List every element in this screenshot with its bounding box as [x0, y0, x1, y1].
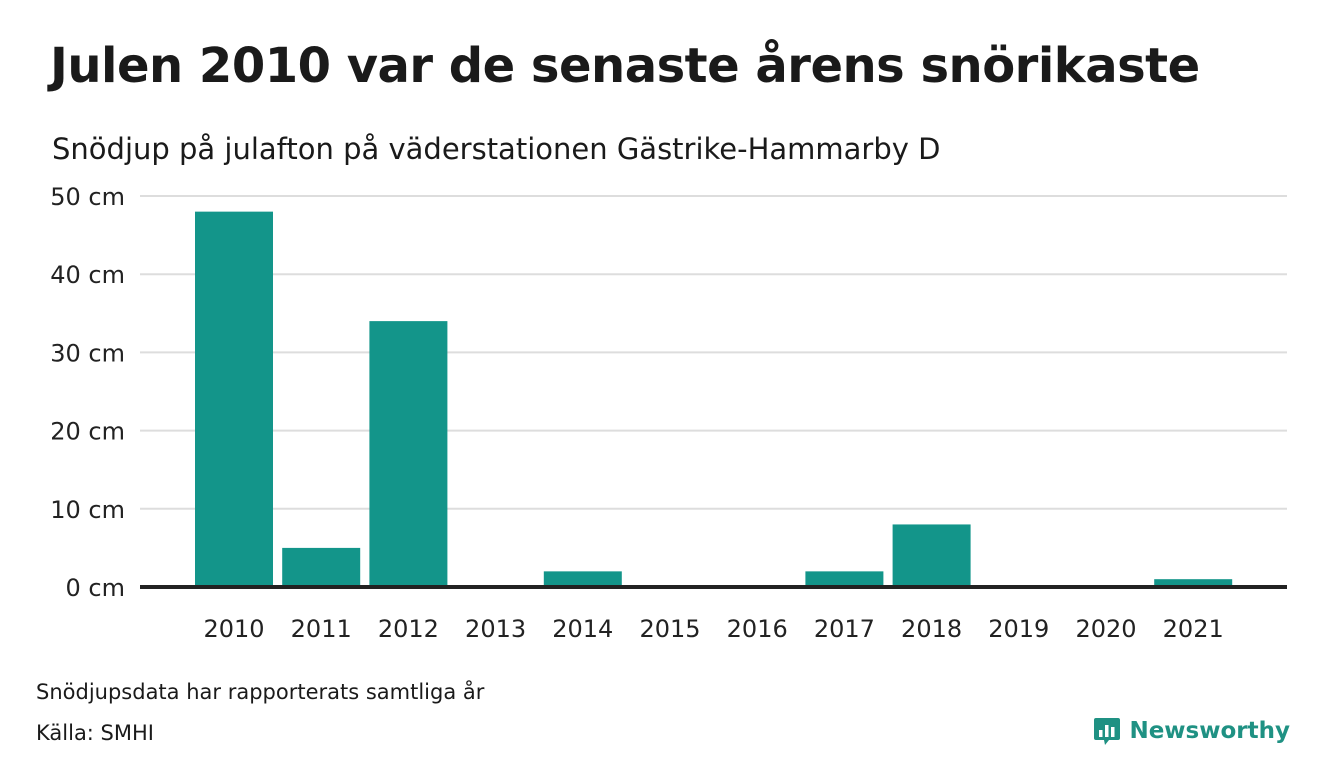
chart-title: Julen 2010 var de senaste årens snörikas…	[50, 38, 1200, 94]
bar-2017	[805, 571, 884, 587]
x-tick-label: 2016	[727, 615, 788, 643]
brand-logo: Newsworthy	[1093, 716, 1290, 746]
x-tick-label: 2014	[552, 615, 613, 643]
source-credit: Källa: SMHI	[36, 721, 154, 745]
bar-2010	[195, 211, 273, 587]
x-tick-label: 2010	[203, 615, 264, 643]
x-tick-label: 2019	[988, 615, 1049, 643]
y-tick-label: 50 cm	[50, 183, 125, 211]
bar-2011	[282, 547, 361, 587]
bar-2018	[892, 524, 971, 587]
gridlines	[140, 195, 1287, 510]
bar-2014	[543, 571, 622, 587]
x-tick-label: 2020	[1075, 615, 1136, 643]
bar-2021	[1154, 579, 1233, 587]
y-tick-label: 0 cm	[66, 574, 125, 602]
x-tick-label: 2021	[1163, 615, 1224, 643]
chart-subtitle: Snödjup på julafton på väderstationen Gä…	[52, 132, 941, 166]
x-tick-label: 2018	[901, 615, 962, 643]
y-tick-label: 20 cm	[50, 418, 125, 446]
brand-name: Newsworthy	[1129, 718, 1290, 744]
x-tick-label: 2015	[639, 615, 700, 643]
x-tick-label: 2013	[465, 615, 526, 643]
y-tick-label: 30 cm	[50, 339, 125, 367]
bars	[195, 211, 1233, 587]
y-tick-label: 40 cm	[50, 261, 125, 289]
axes: 0 cm 10 cm 20 cm 30 cm 40 cm 50 cm 2010 2011 201…	[50, 183, 1287, 643]
bar-chart: 0 cm 10 cm 20 cm 30 cm 40 cm 50 cm 2010 2011 201…	[50, 183, 1287, 643]
y-tick-label: 10 cm	[50, 496, 125, 524]
bar-2012	[369, 321, 448, 587]
x-tick-label: 2017	[814, 615, 875, 643]
x-tick-label: 2012	[378, 615, 439, 643]
bar-chart-logo-icon	[1094, 718, 1121, 745]
footnote: Snödjupsdata har rapporterats samtliga å…	[36, 680, 485, 704]
x-tick-label: 2011	[291, 615, 352, 643]
